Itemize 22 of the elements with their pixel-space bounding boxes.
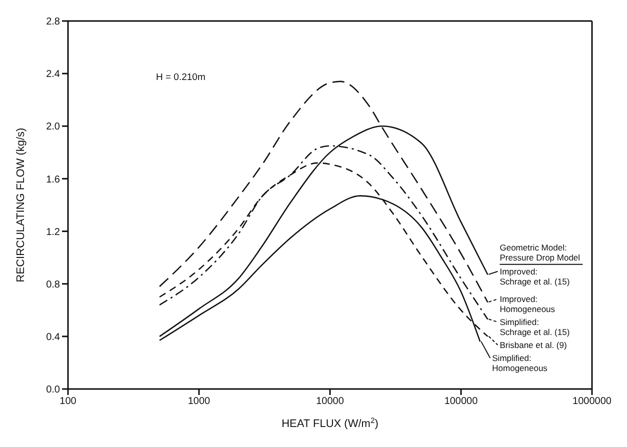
legend-label: Improved: Homogeneous — [500, 294, 556, 314]
x-tick-label: 100000 — [444, 396, 478, 408]
y-tick-label: 0.0 — [46, 384, 60, 396]
y-tick-label: 2.4 — [46, 69, 60, 80]
x-axis-title: HEAT FLUX (W/m$^{2}$) — [282, 416, 378, 430]
x-tick-label: 10000 — [316, 396, 344, 408]
x-tick-label: 1000000 — [572, 396, 612, 408]
y-tick-label: 1.6 — [46, 174, 60, 186]
y-tick-label: 1.2 — [46, 226, 60, 238]
annotation: H = 0.210m — [156, 72, 206, 83]
x-tick-label: 1000 — [188, 396, 211, 408]
legend-label: Simplified: Schrage et al. (15) — [500, 317, 570, 338]
legend-title: Geometric Model: Pressure Drop Model — [500, 242, 580, 262]
y-tick-label: 2.0 — [46, 122, 60, 133]
y-tick-label: 0.8 — [46, 279, 60, 290]
y-tick-label: 2.8 — [46, 16, 60, 28]
series-label: Simplified: Homogeneous — [492, 353, 548, 374]
y-axis-title: RECIRCULATING FLOW (kg/s) — [14, 128, 27, 282]
x-tick-label: 100 — [60, 396, 77, 408]
legend-label: Improved: Schrage et al. (15) — [500, 266, 570, 286]
legend-label: Brisbane et al. (9) — [500, 340, 567, 350]
y-tick-label: 0.4 — [46, 332, 60, 343]
